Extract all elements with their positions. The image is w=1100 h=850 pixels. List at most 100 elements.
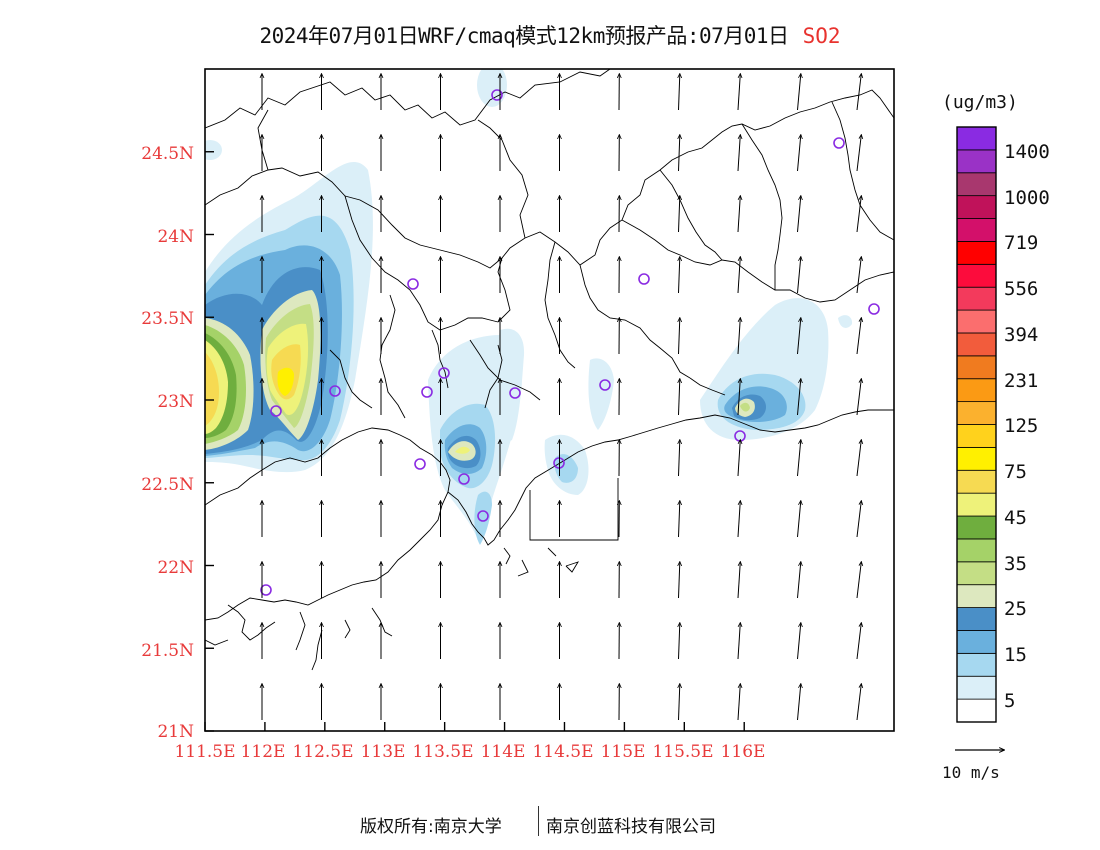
wind-arrow (737, 196, 740, 233)
colorbar-swatch (956, 355, 997, 380)
wind-arrow (737, 135, 740, 172)
footer-copyright: 版权所有:南京大学 (360, 817, 502, 837)
wind-arrow (856, 318, 861, 355)
wind-arrow (856, 684, 861, 721)
wind-arrow (797, 318, 801, 355)
wind-arrow (797, 623, 801, 660)
colorbar-swatch (956, 195, 997, 219)
station-marker (414, 458, 426, 470)
colorbar-label: 75 (1004, 461, 1027, 483)
map-title: 2024年07月01日WRF/cmaq模式12km预报产品:07月01日 SO2 (0, 20, 1100, 50)
colorbar-label: 1400 (1004, 141, 1050, 163)
footer-separator (538, 806, 539, 836)
station-marker (438, 367, 450, 379)
lat-label: 22.5N (141, 475, 194, 495)
wind-arrow (737, 379, 740, 416)
lon-label: 112.5E (292, 742, 354, 762)
lon-label: 111.5E (174, 742, 236, 762)
lat-label: 23N (157, 392, 194, 412)
wind-arrow (856, 196, 861, 233)
axis-ticks (204, 151, 745, 732)
wind-arrow (679, 257, 680, 294)
wind-arrow (856, 623, 861, 660)
wind-arrow (679, 440, 680, 477)
wind-arrow (856, 257, 861, 294)
colorbar-swatch (956, 309, 997, 334)
wind-arrow (797, 684, 801, 721)
colorbar-label: 45 (1004, 507, 1027, 529)
station-marker (477, 510, 489, 522)
station-marker (407, 278, 419, 290)
station-marker (421, 386, 433, 398)
species-label: SO2 (802, 24, 841, 48)
wind-arrow (737, 74, 740, 111)
colorbar-label: 394 (1004, 324, 1039, 346)
lat-label: 21N (157, 722, 194, 742)
station-marker (509, 387, 521, 399)
wind-arrow (797, 135, 801, 172)
colorbar-swatch (956, 607, 997, 631)
colorbar-label: 719 (1004, 232, 1039, 254)
colorbar-swatch (956, 332, 997, 357)
colorbar-swatch (956, 378, 997, 403)
lon-label: 114E (480, 742, 526, 762)
station-marker (329, 385, 341, 397)
wind-arrow (679, 74, 680, 111)
colorbar-swatch (956, 286, 997, 311)
colorbar-label: 25 (1004, 598, 1027, 620)
wind-arrow (737, 440, 740, 477)
reference-vector-label: 10 m/s (942, 763, 1000, 782)
wind-arrow (797, 257, 801, 294)
footer-company: 南京创蓝科技有限公司 (546, 817, 716, 837)
station-marker (599, 379, 611, 391)
station-marker (638, 273, 650, 285)
colorbar-swatch (956, 401, 997, 425)
wind-arrow (679, 501, 680, 538)
wind-arrow (679, 379, 680, 416)
wind-arrow (797, 562, 801, 599)
station-marker (458, 473, 470, 485)
wind-arrow (679, 684, 680, 721)
wind-arrow (679, 318, 680, 355)
lat-label: 24N (157, 227, 194, 247)
lon-label: 116E (720, 742, 766, 762)
colorbar-unit: (ug/m3) (942, 92, 1018, 113)
colorbar-swatch (956, 652, 997, 677)
wind-arrow (856, 501, 861, 538)
wind-arrow (856, 135, 861, 172)
wind-arrow (797, 74, 801, 111)
colorbar-swatch (956, 172, 997, 197)
wind-arrow (797, 379, 801, 416)
colorbar-swatch (956, 424, 997, 448)
wind-arrow (679, 135, 680, 172)
colorbar-swatch (956, 446, 997, 471)
lon-label: 115E (600, 742, 646, 762)
lat-label: 23.5N (141, 309, 194, 329)
wind-arrow (737, 501, 740, 538)
colorbar-label: 15 (1004, 644, 1027, 666)
wind-arrow (737, 257, 740, 294)
wind-arrow (737, 562, 740, 599)
lon-label: 113E (360, 742, 406, 762)
colorbar-label: 125 (1004, 415, 1039, 437)
wind-arrow (737, 684, 740, 721)
colorbar-label: 1000 (1004, 187, 1050, 209)
colorbar (956, 126, 997, 723)
wind-arrow (856, 74, 861, 111)
station-marker (491, 89, 503, 101)
colorbar-swatch (956, 241, 997, 265)
colorbar-swatch (956, 218, 997, 242)
colorbar-swatch (956, 584, 997, 608)
colorbar-swatch (956, 698, 997, 723)
wind-arrow (797, 196, 801, 233)
station-marker (260, 584, 272, 596)
colorbar-swatch (956, 630, 997, 654)
wind-vectors (262, 74, 861, 721)
colorbar-label: 231 (1004, 370, 1039, 392)
station-marker (833, 137, 845, 149)
colorbar-swatch (956, 263, 997, 288)
colorbar-swatch (956, 492, 997, 517)
lon-label: 113.5E (412, 742, 474, 762)
colorbar-swatch (956, 469, 997, 494)
